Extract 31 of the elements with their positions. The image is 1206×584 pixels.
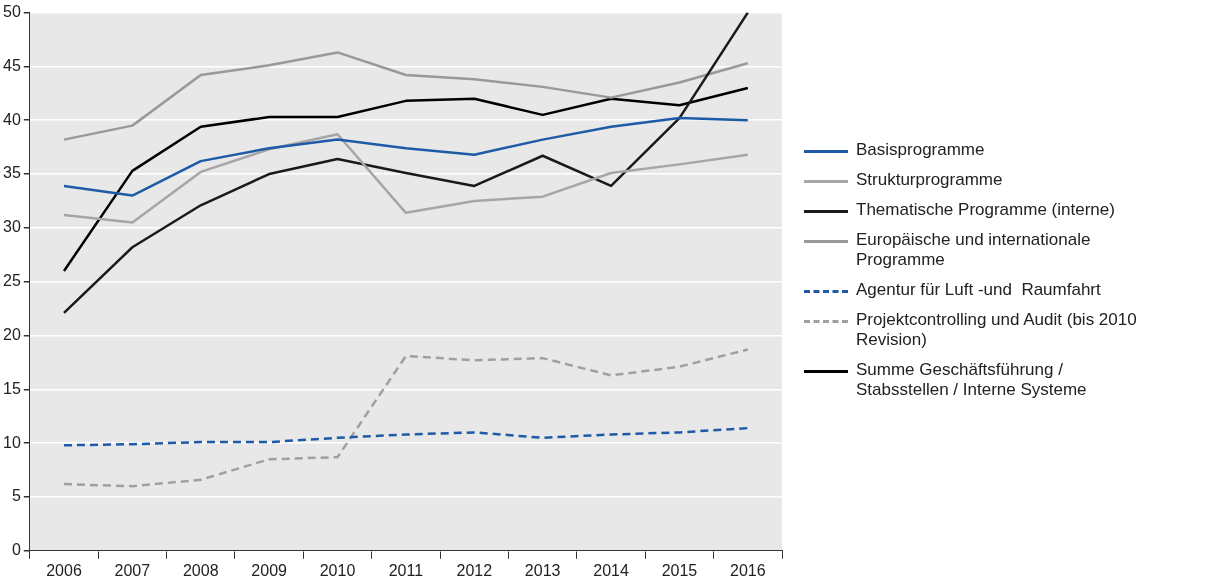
x-tick-label: 2016: [730, 561, 766, 579]
x-tick-label: 2014: [593, 561, 629, 579]
x-tick-label: 2006: [46, 561, 82, 579]
line-series: [62, 426, 750, 447]
y-tick-label: 0: [11, 541, 21, 559]
legend-label: Strukturprogramme: [856, 170, 1004, 190]
x-tick-label: 2009: [251, 561, 288, 579]
legend-label: Basisprogramme: [856, 140, 986, 160]
y-tick-label: 15: [3, 379, 21, 397]
x-tick-label: 2012: [456, 561, 493, 579]
y-tick-label: 40: [3, 110, 21, 128]
x-tick-label: 2008: [182, 561, 219, 579]
legend-label: Thematische Programme (interne): [856, 200, 1116, 220]
y-tick-label: 45: [3, 56, 21, 74]
y-tick-label: 30: [3, 218, 21, 236]
legend-label: Europäische und internationale Programme: [856, 230, 1092, 270]
y-tick-label: 10: [3, 433, 21, 451]
legend-label: Projektcontrolling und Audit (bis 2010 Revision): [856, 310, 1138, 350]
y-tick-label: 20: [3, 325, 21, 343]
y-tick-label: 5: [11, 487, 21, 505]
legend-label: Agentur für Luft -und Raumfahrt: [856, 280, 1102, 300]
y-tick-label: 35: [3, 164, 21, 182]
y-tick-label: 25: [3, 272, 21, 290]
x-tick-label: 2015: [661, 561, 698, 579]
y-tick-label: 50: [3, 3, 21, 21]
x-tick-label: 2007: [114, 561, 151, 579]
legend-label: Summe Geschäftsführung / Stabsstellen / Interne Systeme: [856, 360, 1088, 400]
x-tick-label: 2010: [319, 561, 356, 579]
x-tick-label: 2011: [388, 561, 424, 579]
x-tick-label: 2013: [524, 561, 561, 579]
line-series: [62, 348, 750, 488]
